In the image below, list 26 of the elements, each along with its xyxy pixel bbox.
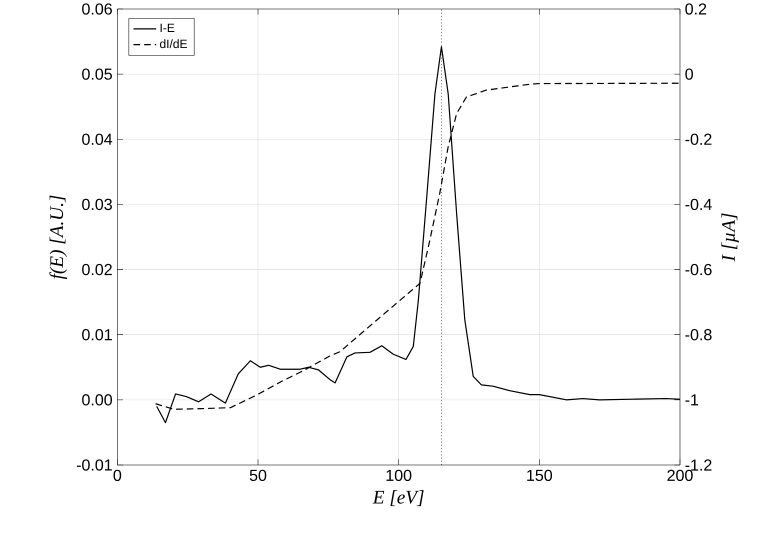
y2-tick-label: 0: [685, 68, 693, 80]
y2-tick-label: -0.8: [685, 329, 712, 340]
y-axis-title: f(E) [A.U.]: [49, 195, 67, 280]
x-tick-label: 100: [386, 470, 412, 482]
y-tick-label: 0.05: [82, 68, 112, 80]
x-tick-label: 0: [114, 470, 122, 482]
x-tick-label: 200: [667, 470, 693, 482]
legend-label: I-E: [160, 24, 174, 32]
y2-tick-label: -0.2: [685, 134, 712, 145]
y-tick-label: -0.01: [76, 459, 112, 471]
y2-tick-label: -1: [685, 394, 698, 406]
x-axis-title: E [eV]: [372, 490, 424, 506]
legend-label: dI/dE: [160, 39, 187, 48]
x-tick-label: 150: [527, 470, 552, 482]
x-tick-label: 50: [250, 470, 266, 482]
y-tick-label: 0.03: [82, 198, 112, 210]
y2-tick-label: -1.2: [685, 459, 712, 471]
y-tick-label: 0.06: [82, 3, 112, 15]
y2-tick-label: -0.6: [685, 264, 712, 276]
y-tick-label: 0.00: [82, 394, 112, 406]
y2-tick-label: -0.4: [685, 198, 712, 210]
y-tick-label: 0.01: [82, 329, 112, 340]
y-tick-label: 0.02: [82, 264, 112, 276]
y2-axis-title: I [µA]: [721, 213, 739, 262]
y-tick-label: 0.04: [82, 134, 112, 145]
y2-tick-label: 0.2: [685, 3, 706, 15]
